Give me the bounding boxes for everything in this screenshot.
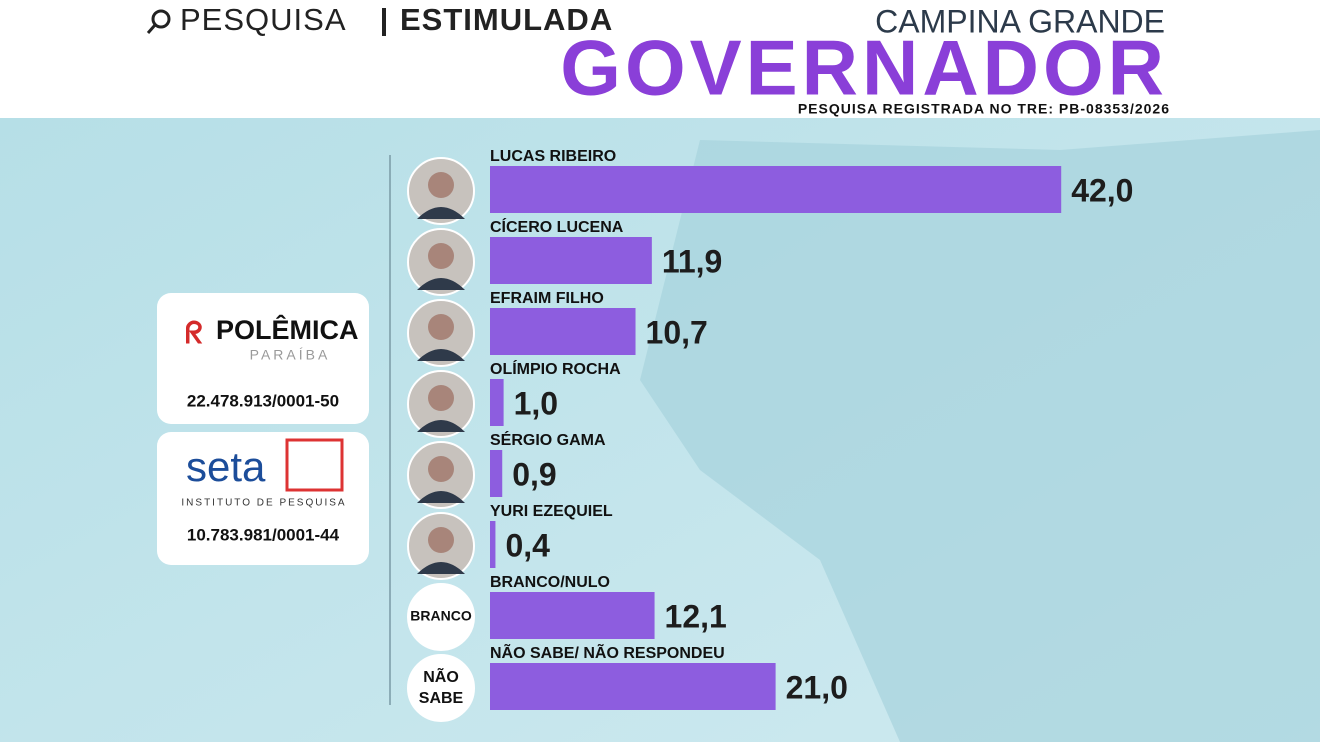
office: GOVERNADOR <box>560 24 1168 112</box>
sponsor-subtitle: INSTITUTO DE PESQUISA <box>181 498 346 509</box>
avatar-head <box>428 243 454 269</box>
category-label: BRANCO/NULO <box>490 574 610 591</box>
value-label: 0,4 <box>505 527 550 563</box>
logo-chart-icon <box>285 438 344 492</box>
value-label: 0,9 <box>512 456 556 492</box>
registration: PESQUISA REGISTRADA NO TRE: PB-08353/202… <box>798 101 1170 117</box>
avatar <box>407 583 475 651</box>
avatar-body <box>417 491 465 503</box>
sponsor-name: POLÊMICA <box>216 314 359 345</box>
bar <box>490 450 503 497</box>
avatar-head <box>428 172 454 198</box>
category-label: YURI EZEQUIEL <box>490 503 613 520</box>
bar <box>490 592 655 639</box>
map-shape <box>640 130 1320 742</box>
category-label: LUCAS RIBEIRO <box>490 148 616 165</box>
sponsor-cnpj: 22.478.913/0001-50 <box>187 391 339 410</box>
avatar-head <box>428 527 454 553</box>
bar <box>490 166 1062 213</box>
sponsor-card <box>157 432 369 565</box>
avatar-body <box>417 420 465 432</box>
bar <box>490 379 504 426</box>
value-label: 12,1 <box>665 598 727 634</box>
avatar-label: BRANCO <box>410 608 472 624</box>
avatar-head <box>428 314 454 340</box>
avatar-body <box>417 562 465 574</box>
search-label: PESQUISA <box>180 2 347 37</box>
value-label: 1,0 <box>514 385 558 421</box>
value-label: 11,9 <box>662 243 723 279</box>
avatar-body <box>417 207 465 219</box>
category-label: OLÍMPIO ROCHA <box>490 359 621 378</box>
search-type: ESTIMULADA <box>400 2 613 37</box>
avatar-label: NÃO SABE <box>419 666 464 707</box>
sponsor-subtitle: PARAÍBA <box>250 347 331 363</box>
avatar-head <box>428 456 454 482</box>
avatar-head <box>428 385 454 411</box>
avatar <box>407 654 475 722</box>
category-label: SÉRGIO GAMA <box>490 430 606 449</box>
avatar-body <box>417 278 465 290</box>
value-label: 42,0 <box>1071 172 1133 208</box>
sponsor-cnpj: 10.783.981/0001-44 <box>187 525 340 544</box>
sponsor-name: seta <box>186 443 266 490</box>
category-label: EFRAIM FILHO <box>490 290 604 307</box>
search-icon <box>151 9 171 29</box>
category-label: NÃO SABE/ NÃO RESPONDEU <box>490 642 725 662</box>
sponsor-card <box>157 293 369 424</box>
city: CAMPINA GRANDE <box>875 3 1165 39</box>
category-label: CÍCERO LUCENA <box>490 217 624 236</box>
header-band <box>0 0 1320 118</box>
value-label: 21,0 <box>786 669 848 705</box>
logo-mark: ᖇ <box>185 317 203 350</box>
avatar-body <box>417 349 465 361</box>
value-label: 10,7 <box>646 314 708 350</box>
bar <box>490 237 652 284</box>
bar <box>490 308 636 355</box>
bar <box>490 663 776 710</box>
search-icon-handle <box>146 24 157 34</box>
bar <box>490 521 496 568</box>
